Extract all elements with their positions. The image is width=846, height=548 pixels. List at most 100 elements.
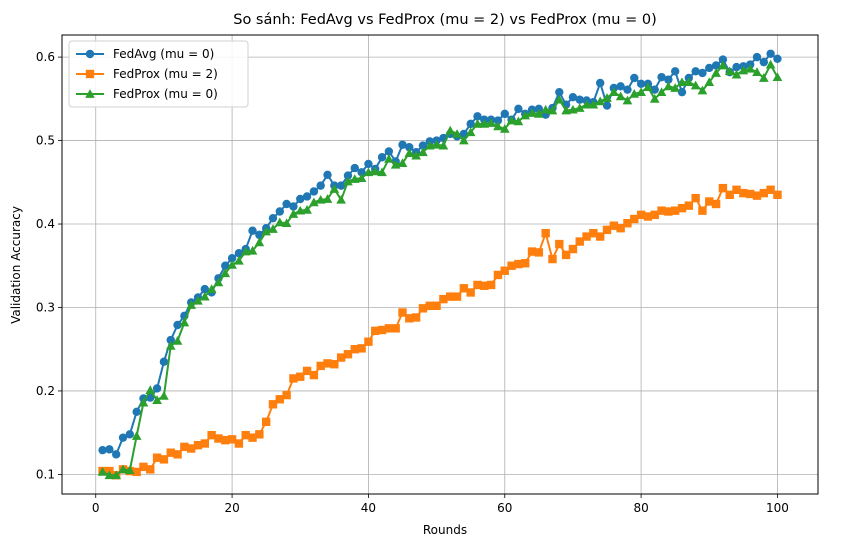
data-point: [473, 112, 482, 121]
data-point: [227, 254, 237, 263]
data-point: [397, 158, 408, 167]
data-point: [514, 104, 523, 114]
data-point: [630, 214, 639, 224]
data-point: [377, 167, 387, 177]
data-point: [247, 245, 258, 255]
y-axis-label: Validation Accuracy: [9, 206, 23, 324]
data-point: [356, 173, 367, 182]
data-point: [520, 110, 531, 120]
data-point: [650, 210, 659, 220]
data-point: [343, 171, 353, 180]
legend-swatch-marker: [85, 69, 95, 79]
data-point: [343, 176, 353, 186]
data-point: [166, 335, 175, 345]
data-point: [623, 85, 632, 94]
data-point: [725, 190, 734, 200]
data-point: [650, 85, 659, 94]
data-point: [663, 81, 674, 91]
x-tick-label: 80: [633, 501, 648, 515]
data-point: [677, 77, 687, 87]
data-point: [261, 226, 271, 236]
data-point: [588, 99, 599, 109]
data-point: [439, 294, 448, 304]
data-point: [322, 194, 333, 203]
data-point: [186, 300, 197, 309]
legend-swatch-marker: [85, 49, 95, 59]
data-point: [193, 440, 203, 450]
data-point: [98, 445, 107, 455]
data-point: [398, 308, 407, 317]
data-point: [186, 444, 196, 453]
data-point: [752, 52, 762, 62]
legend-label: FedAvg (mu = 0): [113, 47, 214, 61]
data-point: [404, 148, 415, 157]
data-point: [480, 281, 489, 290]
data-point: [234, 439, 244, 448]
data-point: [152, 384, 162, 393]
data-point: [445, 125, 456, 135]
data-point: [281, 218, 292, 228]
data-point: [664, 75, 673, 84]
data-point: [500, 266, 509, 275]
data-point: [384, 324, 394, 333]
data-point: [349, 174, 360, 183]
data-point: [506, 115, 517, 125]
data-point: [275, 207, 285, 216]
data-point: [350, 345, 359, 354]
data-point: [568, 244, 578, 254]
data-point: [132, 467, 141, 477]
data-point: [384, 154, 394, 163]
data-point: [452, 129, 462, 138]
data-point: [766, 49, 775, 58]
data-point: [179, 317, 190, 327]
data-point: [138, 397, 149, 407]
data-point: [132, 407, 141, 416]
data-point: [446, 292, 455, 301]
data-point: [459, 135, 469, 145]
data-point: [690, 80, 701, 90]
series-2: [98, 183, 782, 480]
data-point: [289, 374, 298, 383]
data-point: [574, 103, 585, 112]
data-point: [649, 94, 660, 103]
data-point: [309, 370, 319, 380]
data-point: [514, 259, 523, 269]
data-point: [173, 450, 182, 459]
data-point: [261, 417, 271, 427]
data-point: [240, 246, 251, 256]
data-point: [521, 259, 530, 268]
data-point: [343, 350, 353, 359]
data-point: [575, 237, 584, 246]
data-point: [622, 95, 633, 105]
y-tick-label: 0.2: [36, 384, 55, 398]
data-point: [159, 357, 169, 366]
y-tick-label: 0.4: [36, 217, 55, 231]
axes-frame: [61, 34, 819, 495]
legend-item: FedProx (mu = 0): [76, 87, 218, 101]
data-point: [377, 153, 387, 162]
data-point: [296, 372, 305, 381]
data-point: [472, 119, 483, 128]
data-point: [705, 197, 714, 206]
data-point: [705, 63, 714, 73]
data-point: [698, 206, 707, 215]
data-point: [206, 284, 217, 293]
legend-swatch-marker: [85, 89, 95, 98]
data-point: [221, 261, 230, 270]
data-point: [200, 439, 210, 448]
legend: FedAvg (mu = 0) FedProx (mu = 2) FedProx (…: [68, 40, 249, 108]
data-point: [255, 230, 264, 240]
data-point: [418, 141, 428, 150]
data-point: [582, 232, 591, 241]
data-point: [398, 140, 407, 149]
data-point: [616, 82, 625, 91]
data-point: [357, 168, 366, 177]
data-point: [118, 464, 128, 474]
data-point: [731, 69, 742, 79]
data-point: [547, 105, 558, 115]
data-point: [766, 185, 775, 195]
data-point: [207, 430, 216, 440]
data-point: [452, 292, 462, 301]
data-point: [248, 226, 257, 235]
legend-box: [68, 40, 249, 108]
